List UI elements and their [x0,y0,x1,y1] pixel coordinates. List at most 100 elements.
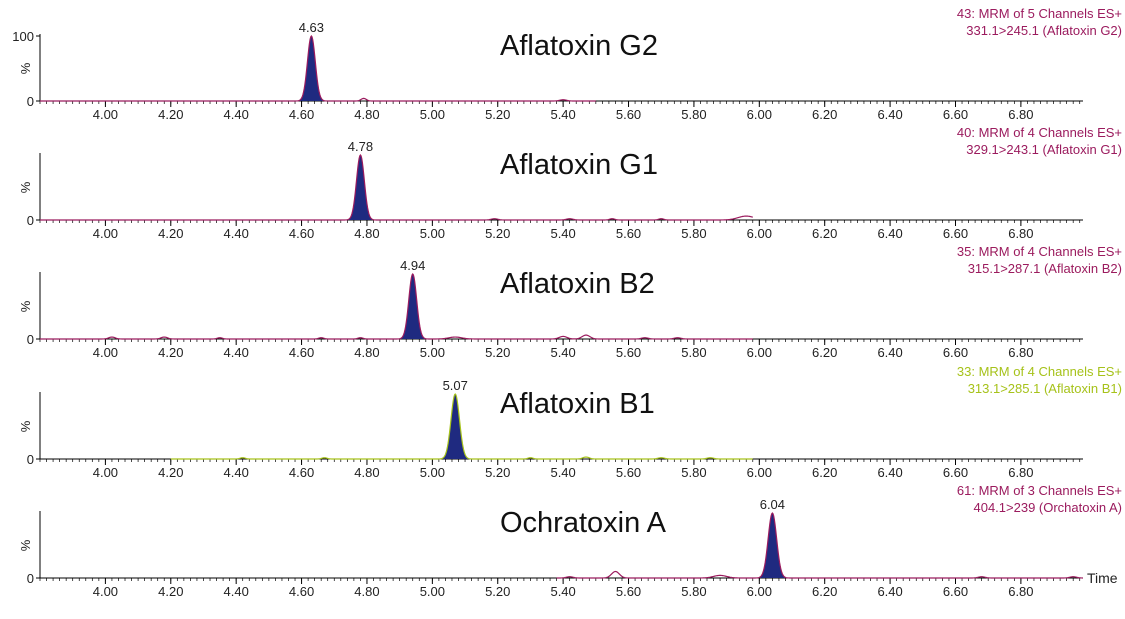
channel-info-line2: 404.1>239 (Orchatoxin A) [973,500,1122,515]
peak-rt-label: 4.78 [348,139,373,154]
x-tick-label: 4.20 [158,584,183,599]
x-tick-label: 4.60 [289,226,314,241]
x-tick-label: 4.00 [93,465,118,480]
x-tick-label: 4.80 [354,226,379,241]
x-tick-label: 6.00 [747,345,772,360]
x-tick-label: 4.00 [93,226,118,241]
x-tick-label: 5.00 [420,226,445,241]
x-tick-label: 5.80 [681,465,706,480]
y-axis-label: % [18,539,33,551]
peak-rt-label: 5.07 [443,378,468,393]
x-axis-label: Time [1087,570,1118,586]
y-tick-label: 0 [27,94,34,109]
trace-line [40,153,753,221]
x-tick-label: 5.00 [420,584,445,599]
x-minor-ticks [39,339,1081,342]
x-tick-label: 5.60 [616,345,641,360]
x-tick-label: 6.80 [1008,465,1033,480]
chromatogram-panel: 4.00 4.20 4.40 4.60 4.80 5.00 5.20 5.40 5.60 5.80… [18,244,1122,360]
compound-title: Aflatoxin B1 [500,388,655,420]
x-tick-label: 4.60 [289,584,314,599]
x-tick-label: 4.80 [354,345,379,360]
x-minor-ticks [39,459,1081,462]
x-tick-label: 4.40 [224,465,249,480]
y-axis-label: % [18,420,33,432]
x-tick-label: 5.00 [420,345,445,360]
peak-rt-label: 4.94 [400,258,425,273]
x-tick-label: 6.20 [812,107,837,122]
x-tick-label: 5.60 [616,226,641,241]
x-tick-label: 5.20 [485,584,510,599]
x-tick-label: 5.40 [550,465,575,480]
x-tick-label: 4.40 [224,107,249,122]
x-tick-label: 6.20 [812,345,837,360]
channel-info-line1: 43: MRM of 5 Channels ES+ [957,6,1122,21]
peak-area [755,513,790,578]
channel-info-line1: 40: MRM of 4 Channels ES+ [957,125,1122,140]
x-tick-label: 6.00 [747,465,772,480]
x-tick-label: 6.40 [877,465,902,480]
x-tick-label: 4.20 [158,465,183,480]
x-tick-label: 6.40 [877,226,902,241]
x-tick-label: 5.80 [681,584,706,599]
x-tick-label: 6.80 [1008,345,1033,360]
x-tick-label: 4.20 [158,345,183,360]
x-tick-label: 4.80 [354,584,379,599]
x-tick-label: 4.00 [93,584,118,599]
x-tick-label: 4.40 [224,226,249,241]
x-tick-label: 6.00 [747,226,772,241]
y-tick-label: 0 [27,213,34,228]
channel-info-line1: 61: MRM of 3 Channels ES+ [957,483,1122,498]
x-tick-label: 5.60 [616,584,641,599]
x-tick-label: 5.20 [485,107,510,122]
chromatogram-panel: 4.00 4.20 4.40 4.60 4.80 5.00 5.20 5.40 5.60 5.80… [12,6,1122,122]
x-tick-label: 6.60 [943,465,968,480]
channel-info-line2: 313.1>285.1 (Aflatoxin B1) [968,381,1122,396]
x-tick-label: 4.00 [93,107,118,122]
channel-info-line1: 35: MRM of 4 Channels ES+ [957,244,1122,259]
x-tick-label: 5.20 [485,345,510,360]
compound-title: Aflatoxin G1 [500,149,658,181]
y-axis-label: % [18,181,33,193]
x-tick-label: 6.60 [943,107,968,122]
x-tick-label: 6.40 [877,584,902,599]
x-tick-label: 4.60 [289,345,314,360]
y-tick-label: 100 [12,29,34,44]
channel-info-line2: 329.1>243.1 (Aflatoxin G1) [966,142,1122,157]
peak-area [397,274,429,339]
x-tick-label: 5.80 [681,345,706,360]
x-tick-label: 6.80 [1008,226,1033,241]
x-tick-label: 6.20 [812,226,837,241]
peak-area [438,394,473,459]
trace-line [170,393,753,460]
compound-title: Ochratoxin A [500,507,667,539]
x-tick-label: 4.20 [158,107,183,122]
x-tick-label: 5.00 [420,465,445,480]
x-tick-label: 5.40 [550,107,575,122]
y-tick-label: 0 [27,332,34,347]
chromatogram-panel: 4.00 4.20 4.40 4.60 4.80 5.00 5.20 5.40 5.60 5.80… [18,483,1122,599]
x-minor-ticks [39,220,1081,223]
peak-area [295,36,328,101]
trace-line [40,272,753,340]
channel-info-line1: 33: MRM of 4 Channels ES+ [957,364,1122,379]
y-axis-label: % [18,300,33,312]
trace-line [556,512,1084,579]
x-tick-label: 4.20 [158,226,183,241]
peak-rt-label: 4.63 [299,20,324,35]
x-tick-label: 4.60 [289,465,314,480]
x-tick-label: 4.00 [93,345,118,360]
compound-title: Aflatoxin G2 [500,30,658,62]
x-tick-label: 4.40 [224,584,249,599]
compound-title: Aflatoxin B2 [500,268,655,300]
x-tick-label: 6.60 [943,584,968,599]
x-tick-label: 6.60 [943,345,968,360]
x-tick-label: 5.80 [681,226,706,241]
channel-info-line2: 315.1>287.1 (Aflatoxin B2) [968,261,1122,276]
peak-rt-label: 6.04 [760,497,785,512]
x-tick-label: 4.80 [354,465,379,480]
x-tick-label: 5.60 [616,107,641,122]
chromatogram-panel: 4.00 4.20 4.40 4.60 4.80 5.00 5.20 5.40 5.60 5.80… [18,125,1122,241]
